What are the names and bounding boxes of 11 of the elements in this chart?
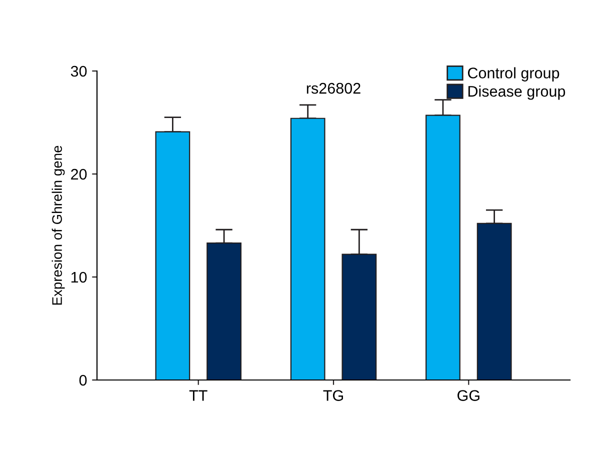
legend-label: Control group [468,67,560,82]
x-tick-label: TT [189,390,208,401]
text: rs26802 [306,82,360,94]
x-tick-label: TG [323,390,343,401]
y-tick-label: 30 [70,66,87,77]
y-tick-label: 20 [71,168,87,180]
y-tick-label: 10 [71,272,87,283]
x-tick-label: GG [458,390,480,401]
y-axis-title: Expresion of Ghrelin gene [52,146,65,305]
legend-label: Disease group [468,86,566,100]
y-tick-label: 0 [79,374,87,386]
